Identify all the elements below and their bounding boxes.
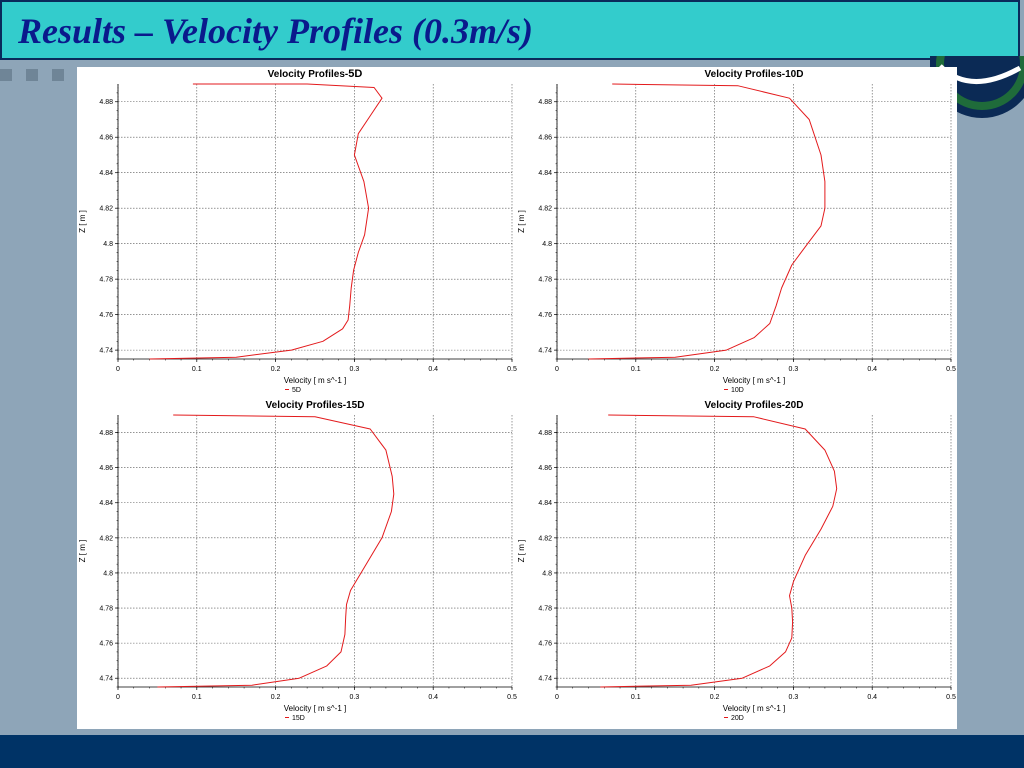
y-tick-label: 4.84 (538, 170, 552, 177)
y-tick-label: 4.8 (542, 241, 552, 248)
legend-entry: 5D (292, 387, 301, 394)
y-tick-label: 4.82 (538, 206, 552, 213)
x-tick-label: 0 (555, 366, 559, 373)
chart-title-text: Velocity Profiles-20D (705, 400, 804, 411)
x-tick-label: 0.1 (631, 694, 641, 701)
y-tick-label: 4.74 (99, 676, 113, 683)
chart-panel-4: Velocity Profiles-20D 0 0.1 0.2 0.3 0.4 0.5 4.7… (517, 400, 956, 722)
x-tick-label: 0.5 (507, 694, 517, 701)
legend-entry: 10D (731, 387, 744, 394)
chart-title: Velocity Profiles-10D (705, 69, 804, 80)
x-tick-label: 0.2 (271, 694, 281, 701)
title-bar: Results – Velocity Profiles (0.3m/s) (0, 0, 1020, 60)
x-tick-label: 0.4 (867, 366, 877, 373)
x-tick-label: 0.1 (192, 694, 202, 701)
series-line-5D (149, 83, 383, 360)
y-tick-label: 4.86 (99, 465, 113, 472)
chart-panel-1: Velocity Profiles-5D0 0.1 0.2 0.3 0.4 0.54.74… (78, 68, 517, 394)
chart-title-text: Velocity Profiles- (268, 69, 349, 80)
y-tick-label: 4.88 (538, 99, 552, 106)
x-tick-label: 0.5 (946, 366, 956, 373)
x-tick-label: 0.2 (710, 694, 720, 701)
y-tick-label: 4.78 (99, 277, 113, 284)
x-axis-label: Velocity [ m s^-1 ] (284, 376, 346, 385)
y-tick-label: 4.88 (538, 430, 552, 437)
y-axis-label: Z [ m ] (78, 540, 87, 563)
y-tick-label: 4.84 (99, 170, 113, 177)
chart-title: Velocity Profiles-5D (268, 68, 363, 80)
chart-panel-2: Velocity Profiles-10D 0 0.1 0.2 0.3 0.4 0.5 4.7… (517, 69, 956, 394)
y-tick-label: 4.86 (538, 135, 552, 142)
chart-area: Velocity Profiles-5D 0 0.1 0.2 0.3 0.4 0.5 4.74… (77, 67, 957, 729)
y-tick-label: 4.86 (538, 465, 552, 472)
y-tick-label: 4.78 (99, 606, 113, 613)
footer-bar (0, 735, 1024, 768)
x-tick-label: 0.2 (271, 366, 281, 373)
x-axis-label: Velocity [ m s^-1 ] (284, 704, 346, 713)
y-tick-label: 4.86 (99, 135, 113, 142)
y-tick-label: 4.76 (99, 312, 113, 319)
y-tick-label: 4.76 (538, 312, 552, 319)
y-tick-label: 4.82 (99, 206, 113, 213)
chart-panel-3: Velocity Profiles-15D 0 0.1 0.2 0.3 0.4 0.5 4.7… (78, 400, 517, 722)
x-axis-label: Velocity [ m s^-1 ] (723, 376, 785, 385)
x-tick-label: 0 (116, 366, 120, 373)
y-tick-label: 4.82 (99, 535, 113, 542)
y-tick-label: 4.88 (99, 99, 113, 106)
y-axis-label: Z [ m ] (517, 210, 526, 233)
x-tick-label: 0.2 (710, 366, 720, 373)
x-tick-label: 0 (555, 694, 559, 701)
x-tick-label: 0.5 (507, 366, 517, 373)
y-tick-label: 4.8 (542, 570, 552, 577)
y-tick-label: 4.82 (538, 535, 552, 542)
y-axis-label: Z [ m ] (517, 540, 526, 563)
x-tick-label: 0.4 (428, 694, 438, 701)
y-tick-label: 4.8 (103, 241, 113, 248)
chart-title-text: Velocity Profiles-15D (266, 400, 365, 411)
x-tick-label: 0.4 (867, 694, 877, 701)
y-tick-label: 4.78 (538, 277, 552, 284)
chart-title: Velocity Profiles-20D (705, 400, 804, 411)
x-tick-label: 0.3 (789, 694, 799, 701)
x-tick-label: 0.3 (350, 366, 360, 373)
x-tick-label: 0.3 (789, 366, 799, 373)
y-axis-label: Z [ m ] (78, 210, 87, 233)
y-tick-label: 4.74 (538, 676, 552, 683)
y-tick-label: 4.88 (99, 430, 113, 437)
y-tick-label: 4.74 (99, 348, 113, 355)
x-tick-label: 0.1 (631, 366, 641, 373)
velocity-profiles-charts: Velocity Profiles-5D0 0.1 0.2 0.3 0.4 0.54.74… (78, 68, 956, 722)
y-tick-label: 4.76 (99, 641, 113, 648)
y-tick-label: 4.74 (538, 348, 552, 355)
x-tick-label: 0.1 (192, 366, 202, 373)
y-tick-label: 4.84 (99, 500, 113, 507)
y-tick-label: 4.8 (103, 570, 113, 577)
x-tick-label: 0 (116, 694, 120, 701)
x-axis-label: Velocity [ m s^-1 ] (723, 704, 785, 713)
series-line-10D (588, 83, 826, 360)
y-tick-label: 4.84 (538, 500, 552, 507)
legend-entry: 20D (731, 715, 744, 722)
series-line-20D (600, 414, 838, 688)
chart-title-emphasis: 5D (348, 68, 362, 80)
y-tick-label: 4.78 (538, 606, 552, 613)
series-line-15D (157, 414, 395, 688)
slide-title: Results – Velocity Profiles (0.3m/s) (18, 11, 533, 51)
legend-entry: 15D (292, 715, 305, 722)
x-tick-label: 0.3 (350, 694, 360, 701)
chart-title: Velocity Profiles-15D (266, 400, 365, 411)
chart-title-text: Velocity Profiles-10D (705, 69, 804, 80)
x-tick-label: 0.5 (946, 694, 956, 701)
y-tick-label: 4.76 (538, 641, 552, 648)
x-tick-label: 0.4 (428, 366, 438, 373)
